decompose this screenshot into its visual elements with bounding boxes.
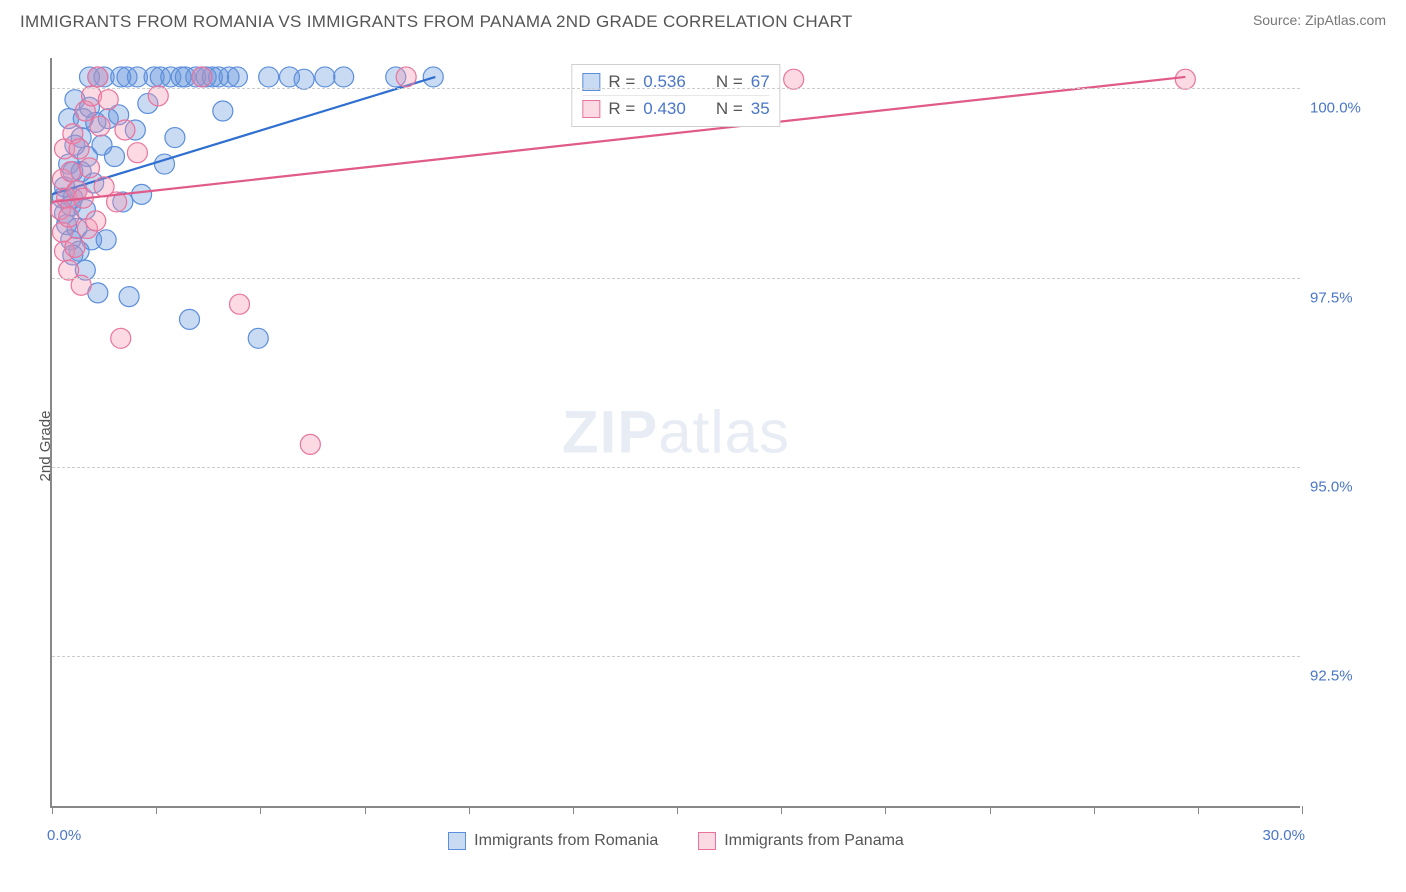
data-point (69, 139, 89, 159)
data-point (90, 116, 110, 136)
data-point (86, 211, 106, 231)
x-tick (885, 806, 886, 814)
legend-correlation: R = 0.536N = 67 R = 0.430 N = 35 (571, 64, 780, 127)
y-tick-label: 100.0% (1310, 100, 1390, 117)
legend-bottom: Immigrants from Romania Immigrants from P… (52, 832, 1300, 850)
chart-svg (52, 58, 1300, 806)
data-point (59, 207, 79, 227)
data-point (65, 237, 85, 257)
y-tick-label: 92.5% (1310, 668, 1390, 685)
data-point (259, 67, 279, 87)
r-label: R = (608, 99, 635, 119)
x-tick (1094, 806, 1095, 814)
legend-swatch (698, 832, 716, 850)
data-point (80, 158, 100, 178)
source-label: Source: ZipAtlas.com (1253, 12, 1386, 28)
data-point (96, 230, 116, 250)
y-tick-label: 95.0% (1310, 479, 1390, 496)
data-point (165, 128, 185, 148)
y-tick-label: 97.5% (1310, 289, 1390, 306)
legend-correlation-row: R = 0.430 N = 35 (582, 95, 769, 122)
chart-title: IMMIGRANTS FROM ROMANIA VS IMMIGRANTS FR… (20, 12, 853, 32)
gridline-h (52, 656, 1300, 657)
data-point (111, 328, 131, 348)
x-tick (990, 806, 991, 814)
data-point (119, 287, 139, 307)
legend-correlation-row: R = 0.536N = 67 (582, 69, 769, 95)
data-point (294, 69, 314, 89)
x-tick (52, 806, 53, 814)
data-point (61, 162, 81, 182)
r-value: 0.430 (643, 99, 686, 119)
x-tick (1302, 806, 1303, 814)
data-point (98, 90, 118, 110)
plot-area: ZIPatlas R = 0.536N = 67R = 0.430N = 35 … (50, 58, 1300, 808)
legend-item: Immigrants from Romania (448, 832, 658, 850)
data-point (1175, 69, 1195, 89)
x-tick (677, 806, 678, 814)
x-tick (365, 806, 366, 814)
legend-swatch (448, 832, 466, 850)
x-tick (1198, 806, 1199, 814)
data-point (192, 67, 212, 87)
data-point (115, 120, 135, 140)
gridline-h (52, 278, 1300, 279)
legend-label: Immigrants from Panama (724, 832, 904, 850)
data-point (230, 294, 250, 314)
gridline-h (52, 88, 1300, 89)
legend-swatch (582, 100, 600, 118)
data-point (334, 67, 354, 87)
data-point (132, 184, 152, 204)
x-tick (781, 806, 782, 814)
data-point (396, 67, 416, 87)
data-point (315, 67, 335, 87)
data-point (88, 67, 108, 87)
data-point (213, 101, 233, 121)
data-point (248, 328, 268, 348)
x-tick (469, 806, 470, 814)
n-label: N = (716, 99, 743, 119)
data-point (127, 143, 147, 163)
data-point (784, 69, 804, 89)
data-point (227, 67, 247, 87)
data-point (105, 146, 125, 166)
gridline-h (52, 467, 1300, 468)
x-tick (156, 806, 157, 814)
legend-item: Immigrants from Panama (698, 832, 904, 850)
legend-label: Immigrants from Romania (474, 832, 658, 850)
x-tick (260, 806, 261, 814)
n-value: 35 (751, 99, 770, 119)
title-bar: IMMIGRANTS FROM ROMANIA VS IMMIGRANTS FR… (0, 0, 1406, 32)
data-point (180, 309, 200, 329)
x-tick (573, 806, 574, 814)
data-point (300, 434, 320, 454)
